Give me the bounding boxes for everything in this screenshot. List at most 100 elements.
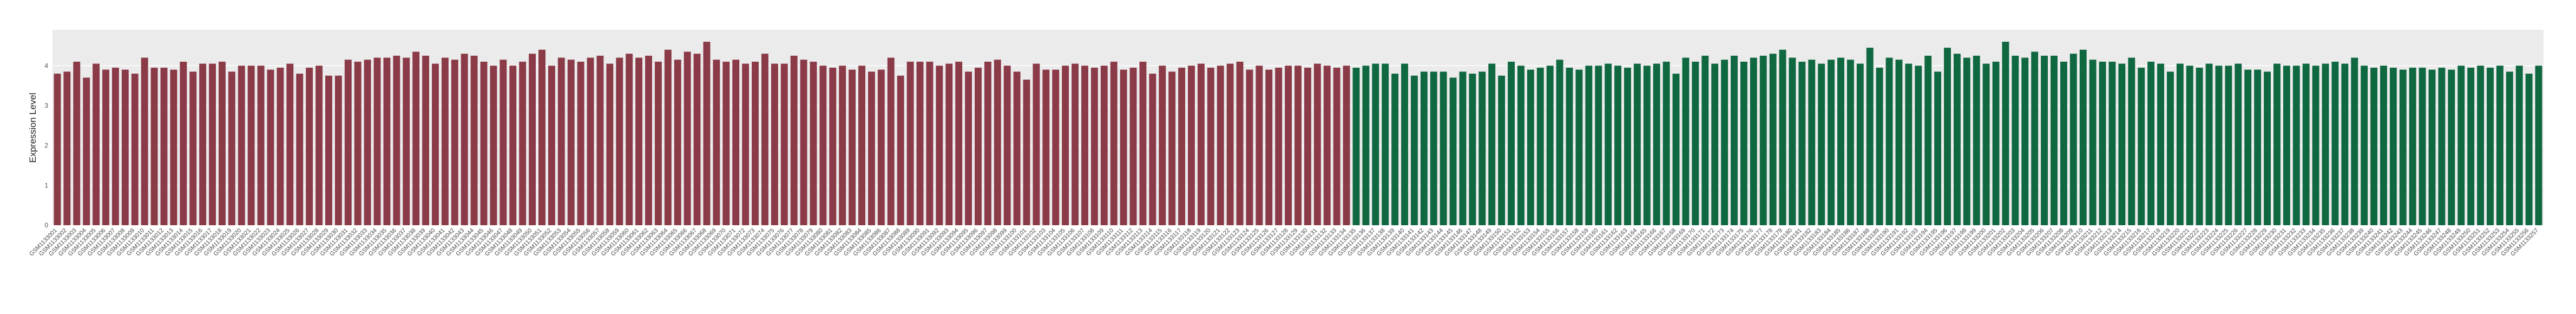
- bar: [1895, 60, 1903, 226]
- bar: [1362, 66, 1370, 225]
- bar: [160, 67, 168, 225]
- bar: [2428, 69, 2436, 225]
- y-tick-label: 0: [44, 221, 48, 229]
- bar: [2292, 66, 2300, 225]
- bar: [1779, 49, 1786, 225]
- bar: [1556, 60, 1563, 226]
- bar: [965, 71, 972, 225]
- bar: [54, 74, 61, 225]
- bar: [839, 66, 846, 225]
- bar: [500, 60, 507, 226]
- bar: [2361, 66, 2368, 225]
- bar: [2448, 69, 2455, 225]
- bar: [1924, 55, 1932, 225]
- bar: [1876, 67, 1883, 225]
- bar: [1052, 69, 1060, 225]
- bar: [490, 66, 497, 225]
- bar: [170, 69, 178, 225]
- bar: [238, 66, 245, 225]
- bar: [1934, 71, 1942, 225]
- bar: [1982, 63, 1990, 226]
- bar: [1246, 69, 1253, 225]
- bar: [1207, 67, 1214, 225]
- bar: [2457, 66, 2465, 225]
- bar: [1110, 61, 1118, 225]
- bar: [2166, 71, 2174, 225]
- bar: [1323, 66, 1331, 225]
- bar: [2060, 61, 2067, 225]
- bar: [2525, 74, 2533, 225]
- bar: [1168, 71, 1176, 225]
- bar: [1721, 60, 1729, 226]
- bar: [1828, 60, 1835, 226]
- bar: [1837, 57, 1844, 226]
- bar: [868, 71, 875, 225]
- bar: [1992, 61, 2000, 225]
- bar: [1798, 61, 1806, 225]
- bar: [1062, 66, 1069, 225]
- bar: [994, 60, 1001, 226]
- bar: [2409, 67, 2416, 225]
- bar: [1566, 67, 1573, 225]
- bar: [344, 60, 352, 226]
- bar: [713, 60, 720, 226]
- bar: [1217, 66, 1224, 225]
- y-tick-label: 2: [44, 142, 48, 149]
- bar: [316, 66, 323, 225]
- bar: [684, 51, 691, 225]
- bar: [1265, 69, 1273, 225]
- bar: [121, 69, 129, 225]
- bar: [1372, 63, 1379, 226]
- bar: [567, 60, 575, 226]
- bar: [1236, 61, 1244, 225]
- bar: [538, 49, 546, 225]
- bar: [2302, 63, 2310, 226]
- bar: [480, 61, 488, 225]
- bar: [2389, 67, 2397, 225]
- bar: [645, 55, 652, 225]
- bar: [1614, 66, 1621, 225]
- bar: [2264, 71, 2271, 225]
- bar: [2118, 63, 2126, 226]
- bar: [975, 67, 982, 225]
- bar: [2157, 63, 2164, 226]
- bar: [2496, 66, 2503, 225]
- bar: [2079, 49, 2087, 225]
- bar: [141, 57, 148, 226]
- bar: [1866, 48, 1874, 225]
- bar: [887, 57, 895, 226]
- bar: [383, 57, 391, 226]
- bar: [2205, 63, 2213, 226]
- bar: [1963, 57, 1970, 226]
- bar: [2051, 55, 2058, 225]
- bar: [703, 42, 711, 225]
- bar: [1517, 66, 1524, 225]
- bar: [936, 66, 943, 225]
- bar: [111, 67, 119, 225]
- bar: [509, 66, 517, 225]
- bar: [664, 49, 672, 225]
- bar: [364, 60, 371, 226]
- bar: [1653, 63, 1660, 226]
- bar: [1013, 71, 1021, 225]
- bar: [1343, 66, 1350, 225]
- bar: [1090, 67, 1098, 225]
- bar: [2322, 63, 2329, 226]
- bar: [1711, 63, 1719, 226]
- bar: [1188, 66, 1195, 225]
- bar: [1740, 61, 1747, 225]
- bar: [1789, 57, 1796, 226]
- bar: [1294, 66, 1302, 225]
- bar: [1081, 66, 1088, 225]
- bar: [790, 55, 798, 225]
- bar: [1846, 60, 1854, 226]
- bar: [1750, 57, 1757, 226]
- bar: [1498, 75, 1506, 225]
- bar: [1072, 63, 1079, 226]
- bar: [1759, 55, 1767, 225]
- bar: [1449, 77, 1457, 226]
- bar: [1382, 63, 1389, 226]
- bar: [752, 61, 759, 225]
- bar: [1905, 63, 1913, 226]
